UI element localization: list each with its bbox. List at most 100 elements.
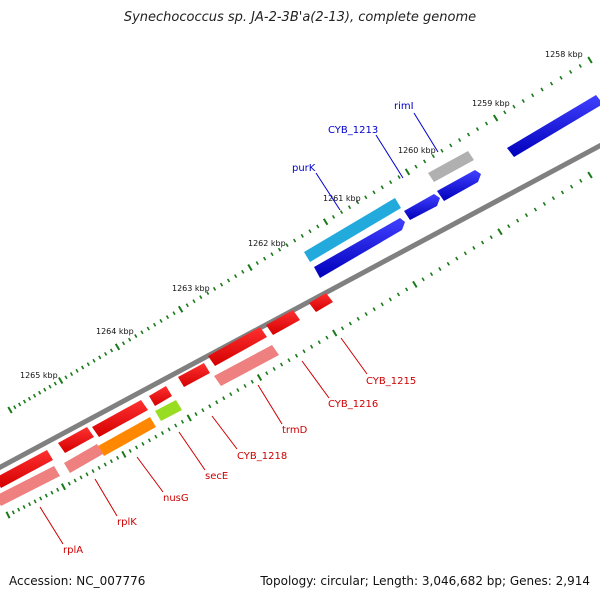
minor-tick [475, 127, 480, 132]
gene-label-trmd[interactable]: trmD [282, 425, 308, 436]
gene-arrow-small-b[interactable] [58, 427, 94, 453]
minor-tick [56, 487, 60, 492]
major-tick [60, 483, 66, 491]
minor-tick [287, 358, 291, 363]
minor-tick [533, 207, 538, 212]
major-tick [114, 343, 121, 351]
forward-gene-labels: rimI CYB_1213 purK [292, 101, 414, 174]
minor-tick [180, 419, 185, 424]
gene-arrow-cyb1213-upstream[interactable] [507, 95, 600, 157]
gene-arrow-cyb1215[interactable] [309, 293, 333, 312]
minor-tick [503, 110, 507, 115]
minor-tick [91, 469, 95, 474]
gene-arrow-trmd[interactable] [214, 345, 279, 386]
minor-tick [446, 261, 450, 266]
minor-tick [364, 312, 368, 316]
gene-label-rplk[interactable]: rplK [117, 517, 137, 528]
gene-label-cyb1218[interactable]: CYB_1218 [237, 451, 287, 462]
minor-tick [463, 251, 467, 256]
accession-label: Accession: NC_007776 [9, 574, 146, 588]
minor-tick [414, 164, 418, 169]
major-tick [587, 171, 593, 179]
minor-tick [316, 224, 320, 229]
minor-tick [22, 504, 26, 509]
minor-tick [219, 282, 224, 287]
gene-arrow-rplk-up[interactable] [92, 400, 148, 437]
minor-tick [458, 138, 462, 142]
minor-tick [559, 75, 563, 80]
major-tick [404, 168, 411, 176]
gene-arrow-fwd-large[interactable] [314, 218, 405, 278]
minor-tick [67, 481, 71, 486]
minor-tick [48, 384, 52, 389]
minor-tick [97, 465, 101, 470]
kbp-label: 1261 kbp [323, 194, 361, 203]
gene-label-cyb1213[interactable]: CYB_1213 [328, 125, 378, 136]
gene-arrow-sece[interactable] [155, 400, 182, 421]
minor-tick [212, 286, 217, 291]
minor-tick [347, 205, 352, 210]
minor-tick [128, 337, 132, 342]
gene-arrow-riml[interactable] [428, 151, 474, 182]
minor-tick [551, 196, 556, 201]
major-tick [247, 263, 253, 272]
minor-tick [172, 311, 176, 316]
minor-tick [192, 299, 196, 304]
gene-label-riml[interactable]: rimI [394, 101, 414, 112]
gene-arrow-purk-partner[interactable] [404, 194, 440, 220]
minor-tick [185, 303, 189, 308]
minor-tick [331, 214, 336, 219]
minor-tick [484, 121, 489, 126]
minor-tick [372, 307, 376, 312]
gene-label-rpla[interactable]: rplA [63, 545, 83, 556]
minor-tick [507, 224, 511, 229]
gene-arrow-rpla[interactable] [0, 466, 60, 506]
minor-tick [109, 348, 114, 353]
major-tick [492, 114, 499, 122]
gene-arrow-nusg[interactable] [98, 417, 156, 456]
gene-arrow-purk[interactable] [304, 198, 401, 262]
minor-tick [542, 201, 547, 206]
minor-tick [560, 190, 565, 195]
minor-tick [372, 190, 376, 195]
minor-tick [28, 502, 32, 507]
gene-label-cyb1215[interactable]: CYB_1215 [366, 376, 416, 387]
minor-tick [531, 93, 535, 98]
gene-arrow-rpla-up[interactable] [0, 450, 53, 488]
minor-tick [109, 459, 113, 464]
minor-tick [75, 368, 79, 373]
minor-tick [356, 316, 360, 321]
gene-arrow-cyb1216[interactable] [266, 310, 300, 335]
minor-tick [86, 362, 90, 367]
gene-label-nusg[interactable]: nusG [163, 493, 189, 504]
minor-tick [310, 344, 314, 349]
minor-tick [206, 291, 210, 295]
gene-arrow-cyb1218[interactable] [178, 363, 210, 387]
minor-tick [421, 277, 425, 282]
gene-label-cyb1216[interactable]: CYB_1216 [328, 399, 378, 410]
minor-tick [98, 355, 102, 360]
gene-arrow-cyb1213[interactable] [437, 170, 481, 201]
minor-tick [154, 434, 158, 439]
minor-tick [85, 472, 89, 477]
reverse-label-leaders [39, 337, 368, 545]
minor-tick [396, 292, 401, 297]
minor-tick [27, 396, 32, 401]
minor-tick [515, 218, 520, 223]
gene-label-sece[interactable]: secE [205, 471, 228, 482]
minor-tick [279, 362, 284, 367]
kbp-label: 1262 kbp [248, 239, 286, 248]
gene-label-purk[interactable]: purK [292, 163, 316, 174]
minor-tick [167, 427, 171, 432]
major-tick [7, 406, 13, 414]
gene-arrow-rplk[interactable] [64, 444, 103, 473]
minor-tick [241, 269, 245, 274]
minor-tick [32, 393, 37, 398]
inner-tick-ring [5, 171, 593, 519]
minor-tick [524, 213, 529, 218]
gene-arrow-small-a[interactable] [149, 386, 172, 406]
gene-arrow-cyb1216b[interactable] [208, 327, 267, 366]
minor-tick [540, 87, 544, 92]
minor-tick [380, 185, 384, 190]
minor-tick [222, 396, 226, 401]
